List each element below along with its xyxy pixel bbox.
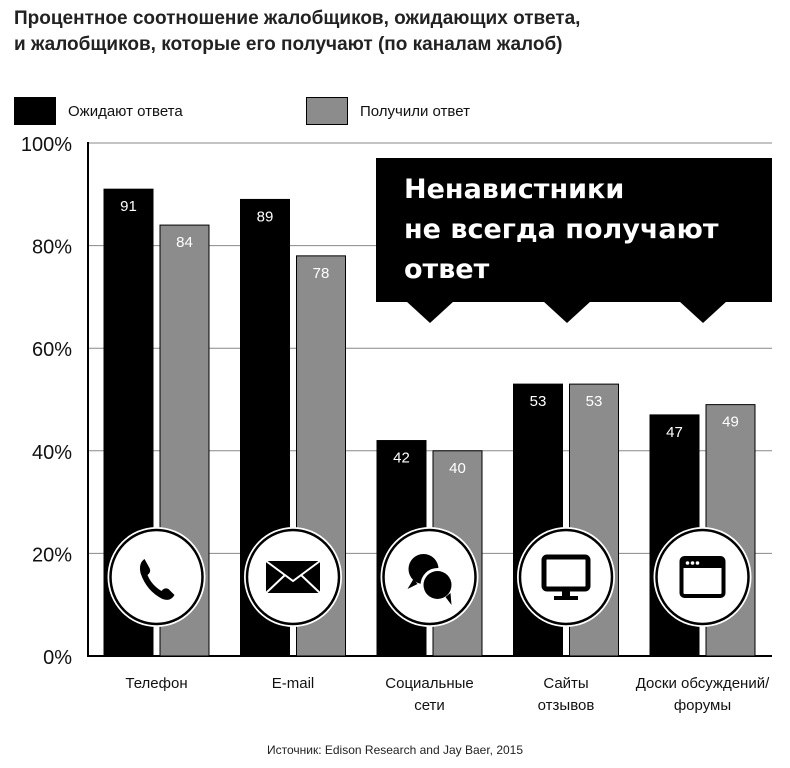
legend-item-waiting: Ожидают ответа [14, 97, 183, 125]
icon-circle [655, 528, 750, 626]
category-label: отзывов [538, 697, 595, 714]
data-label: 42 [393, 450, 410, 467]
callout-line-3: ответ [404, 254, 490, 285]
data-label: 53 [586, 393, 603, 410]
data-label: 78 [313, 265, 330, 282]
y-tick-label: 60% [32, 339, 72, 361]
category-label: форумы [674, 697, 731, 714]
callout-pointer [406, 301, 454, 323]
y-tick-label: 0% [43, 647, 72, 669]
phone-icon [140, 559, 175, 600]
legend-swatch-received [306, 97, 348, 125]
category-label: Сайты [543, 675, 588, 692]
callout-text: Ненавистники не всегда получают ответ [404, 170, 719, 290]
category-label: Социальные [385, 675, 473, 692]
y-tick-label: 20% [32, 544, 72, 566]
y-tick-label: 100% [21, 134, 72, 156]
data-label: 47 [666, 424, 683, 441]
title-line-2: и жалобщиков, которые его получают (по к… [14, 34, 563, 55]
callout-pointer [679, 301, 727, 323]
y-tick-label: 80% [32, 237, 72, 259]
category-label: E-mail [272, 675, 315, 692]
data-label: 89 [257, 208, 274, 225]
legend-label-received: Получили ответ [360, 102, 470, 120]
callout-line-1: Ненавистники [404, 174, 625, 205]
icon-circle [109, 528, 204, 626]
chart-title: Процентное соотношение жалобщиков, ожида… [14, 6, 580, 58]
data-label: 91 [120, 198, 137, 215]
category-label: сети [414, 697, 445, 714]
legend-swatch-waiting [14, 97, 56, 125]
callout-pointer [543, 301, 591, 323]
category-label: Телефон [125, 675, 187, 692]
callout-line-2: не всегда получают [404, 214, 719, 245]
data-label: 40 [449, 460, 466, 477]
data-label: 53 [530, 393, 547, 410]
source-note: Источник: Edison Research and Jay Baer, … [266, 743, 524, 757]
category-label: Доски обсуждений/ [636, 675, 770, 692]
title-line-1: Процентное соотношение жалобщиков, ожида… [14, 8, 581, 29]
data-label: 84 [176, 234, 193, 251]
callout-box: Ненавистники не всегда получают ответ [376, 158, 772, 302]
data-label: 49 [722, 414, 739, 431]
legend-item-received: Получили ответ [306, 97, 470, 125]
chat-bubbles-icon [407, 554, 455, 605]
legend-label-waiting: Ожидают ответа [68, 102, 183, 120]
monitor-icon [541, 554, 591, 600]
y-tick-label: 40% [32, 442, 72, 464]
envelope-icon [265, 560, 321, 594]
icon-circle [518, 528, 614, 626]
browser-window-icon [679, 556, 726, 598]
